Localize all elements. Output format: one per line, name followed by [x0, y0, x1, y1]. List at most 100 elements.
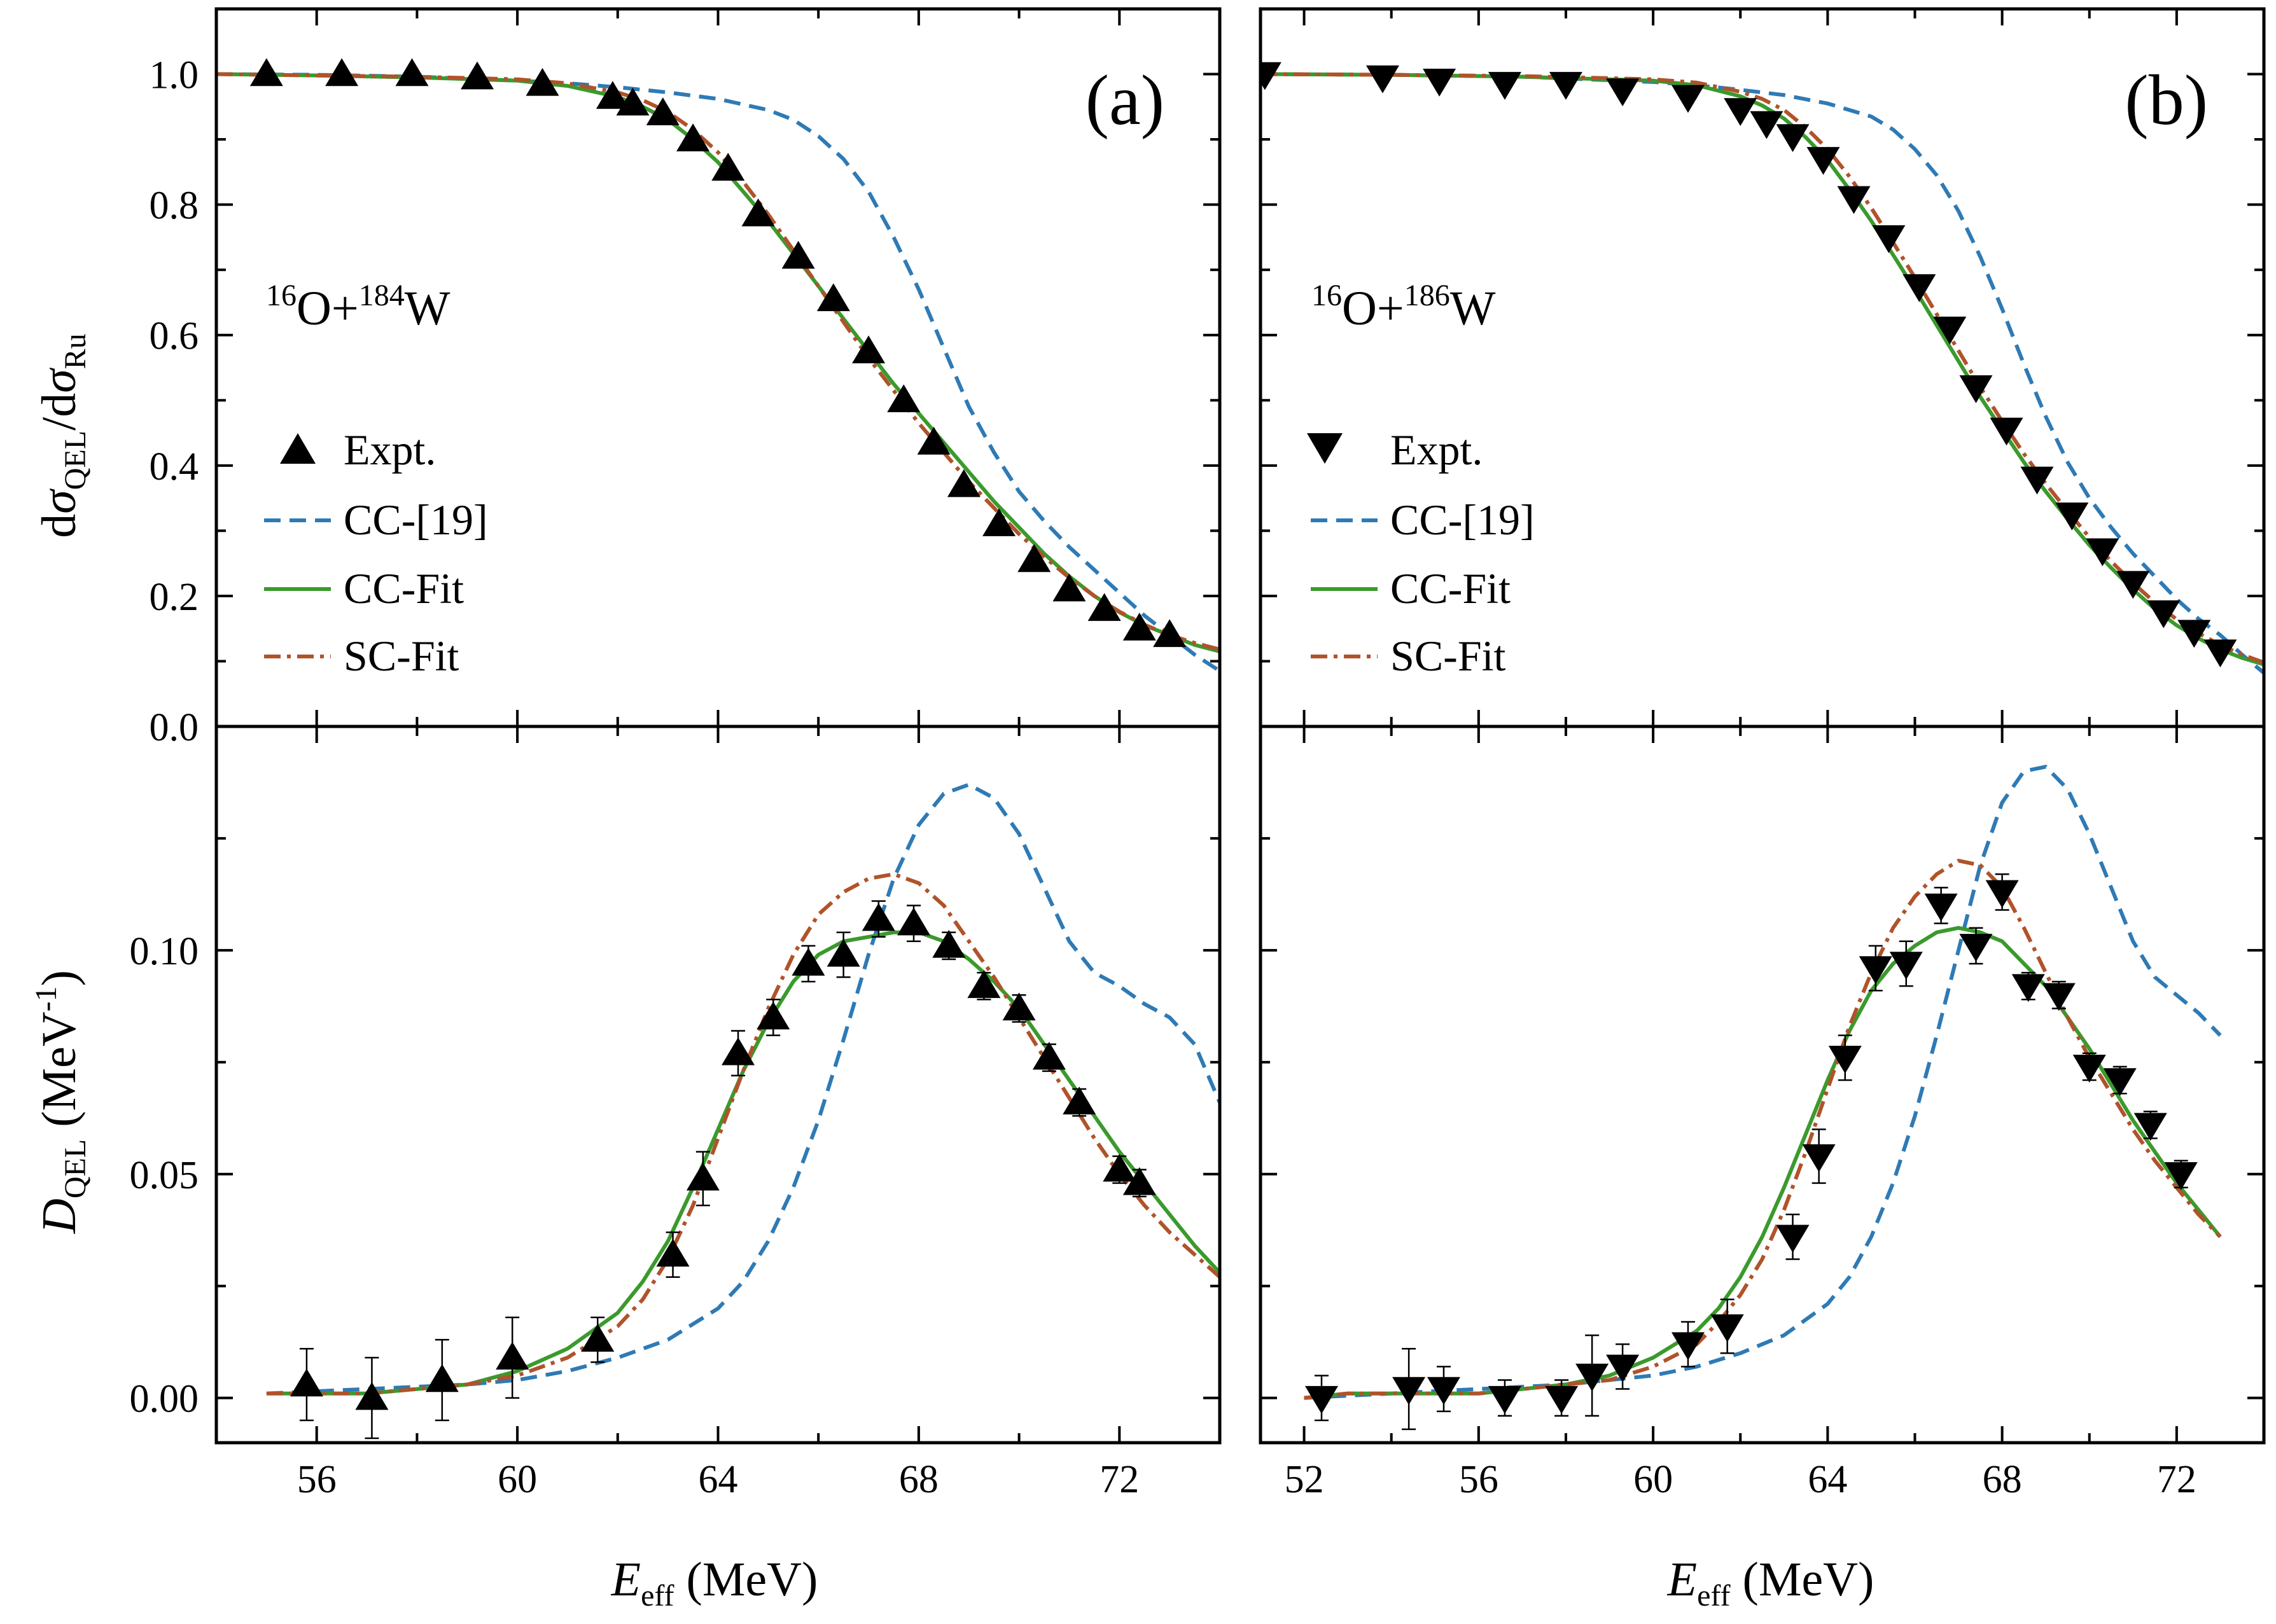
b-top-expt-point-21: [2147, 600, 2181, 628]
a-bottom-expt-point-3: [496, 1342, 529, 1370]
a-top-expt-point-14: [887, 384, 921, 413]
legend-a: Expt. CC-[19] CC-Fit SC-Fit: [264, 426, 488, 680]
a-bottom-expt-point-5: [656, 1239, 690, 1267]
reaction-a-el2: W: [405, 282, 450, 335]
b-top-expt-point-6: [1671, 85, 1705, 113]
b-bottom-expt-point-20: [2103, 1068, 2137, 1096]
a-bottom-ytick-label-0: 0.00: [130, 1378, 199, 1421]
b-top-expt-point-19: [2086, 538, 2119, 567]
b-top-expt-point-1: [1365, 65, 1399, 94]
b-bottom-frame: [1259, 725, 2266, 1445]
b-bottom-expt-point-2: [1427, 1377, 1460, 1405]
b-bottom-expt-point-12: [1859, 956, 1892, 985]
b-bottom-xtick-label-3: 64: [1808, 1458, 1847, 1501]
a-top-expt-point-9: [711, 153, 745, 181]
a-bottom-xtick-label-0: 56: [297, 1458, 337, 1501]
b-top-expt-point-22: [2177, 620, 2211, 648]
a-bottom-expt-point-10: [827, 938, 860, 967]
y-label-top-sigma2: σ: [32, 368, 86, 393]
b-bottom-expt-point-16: [1985, 880, 2019, 908]
a-top-ytick-label-4: 0.8: [150, 184, 199, 228]
b-top-expt-point-15: [1959, 375, 1993, 403]
a-bottom-expt-point-18: [1103, 1153, 1136, 1182]
a-bottom-expt-point-12: [897, 907, 931, 936]
y-label-top-sub2: Ru: [59, 333, 92, 369]
a-bottom-ytick-label-2: 0.10: [130, 930, 199, 973]
a-bottom-expt-point-17: [1063, 1086, 1096, 1114]
a-top-expt-point-18: [1017, 544, 1051, 573]
a-bottom-xtick-label-3: 68: [899, 1458, 939, 1501]
a-bottom-expt-point-15: [1002, 992, 1036, 1021]
b-bottom-expt-point-7: [1671, 1332, 1705, 1361]
a-top-ytick-label-2: 0.4: [150, 445, 199, 489]
a-bottom-expt-point-13: [932, 929, 966, 958]
b-bottom-expt-point-14: [1924, 893, 1958, 922]
b-top-expt-point-2: [1423, 69, 1456, 97]
b-bottom-expt-point-13: [1889, 952, 1923, 980]
b-bottom-xtick-label-2: 60: [1633, 1458, 1673, 1501]
x-label-left: Eeff (MeV): [611, 1553, 818, 1613]
a-top-expt-point-6: [616, 87, 650, 116]
b-bottom-expt-point-17: [2011, 974, 2045, 1003]
reaction-b-el2: W: [1450, 282, 1496, 335]
b-bottom-expt-point-19: [2072, 1055, 2106, 1083]
b-bottom-curve-cc_ref: [1304, 765, 2222, 1400]
b-top-expt-point-5: [1606, 78, 1640, 107]
a-top-expt-point-7: [646, 97, 680, 125]
y-label-top-sub1: QEL: [59, 431, 92, 490]
a-top-expt-point-19: [1052, 573, 1086, 602]
b-bottom-expt-point-10: [1802, 1144, 1836, 1172]
b-top-expt-point-13: [1902, 274, 1936, 302]
panel-b-top: [1259, 7, 2266, 728]
b-bottom-expt-point-5: [1575, 1363, 1609, 1392]
b-bottom-xtick-label-5: 72: [2157, 1458, 2196, 1501]
y-label-bottom: DQEL (MeV-1): [29, 970, 92, 1234]
a-top-expt-point-8: [676, 123, 710, 151]
b-bottom-expt-point-18: [2042, 983, 2076, 1011]
reaction-a-plus: +: [332, 282, 359, 335]
b-top-expt-point-14: [1933, 316, 1967, 345]
a-top-ytick-label-1: 0.2: [150, 576, 199, 619]
b-bottom-expt-point-21: [2133, 1113, 2167, 1141]
a-bottom-ytick-label-1: 0.05: [130, 1154, 199, 1197]
legend-b-ccfit-label: CC-Fit: [1390, 564, 1511, 613]
a-bottom-expt-point-19: [1122, 1167, 1156, 1195]
a-top-expt-point-15: [917, 426, 951, 455]
y-label-bottom-unit: (MeV: [32, 1011, 86, 1139]
y-label-top-slash: /d: [32, 393, 86, 431]
y-label-bottom-close: ): [32, 970, 86, 986]
legend-a-expt-label: Expt.: [344, 426, 436, 474]
legend-a-ccref-label: CC-[19]: [344, 496, 488, 544]
b-bottom-expt-point-15: [1959, 934, 1993, 962]
panel-a-top: 0.0 0.2 0.4 0.6 0.8 1.0: [150, 7, 1222, 749]
a-bottom-plot-area: [266, 782, 1220, 1440]
legend-b: Expt. CC-[19] CC-Fit SC-Fit: [1307, 426, 1535, 680]
b-top-expt-point-12: [1872, 225, 1906, 253]
legend-a-expt-marker: [280, 433, 316, 464]
a-top-expt-point-5: [596, 81, 629, 109]
a-bottom-expt-point-6: [686, 1162, 720, 1191]
a-bottom-expt-point-11: [862, 903, 895, 931]
x-label-right-unit: (MeV): [1731, 1553, 1875, 1606]
legend-b-expt-label: Expt.: [1390, 426, 1483, 474]
a-top-ytick-label-0: 0.0: [150, 706, 199, 749]
a-bottom-expt-point-2: [425, 1364, 459, 1392]
a-top-ytick-label-5: 1.0: [150, 54, 199, 97]
panel-a-bottom: 0.00 0.05 0.10 56 60 64 68 72: [130, 725, 1222, 1501]
b-top-expt-point-11: [1837, 186, 1871, 214]
b-bottom-expt-point-22: [2164, 1162, 2198, 1190]
a-top-expt-point-17: [982, 508, 1016, 536]
b-top-curve-cc_ref: [1260, 72, 2264, 675]
a-top-expt-point-22: [1153, 619, 1187, 648]
b-top-expt-point-8: [1750, 111, 1784, 139]
b-bottom-plot-area: [1304, 765, 2222, 1431]
b-top-expt-point-17: [2020, 466, 2054, 495]
reaction-b-el1: O: [1342, 282, 1377, 335]
b-top-expt-point-23: [2203, 639, 2237, 668]
a-top-expt-point-2: [395, 58, 429, 87]
b-bottom-expt-point-9: [1776, 1225, 1810, 1253]
a-bottom-expt-point-0: [290, 1368, 323, 1397]
b-bottom-expt-point-6: [1606, 1354, 1640, 1383]
a-bottom-xtick-label-2: 64: [699, 1458, 738, 1501]
